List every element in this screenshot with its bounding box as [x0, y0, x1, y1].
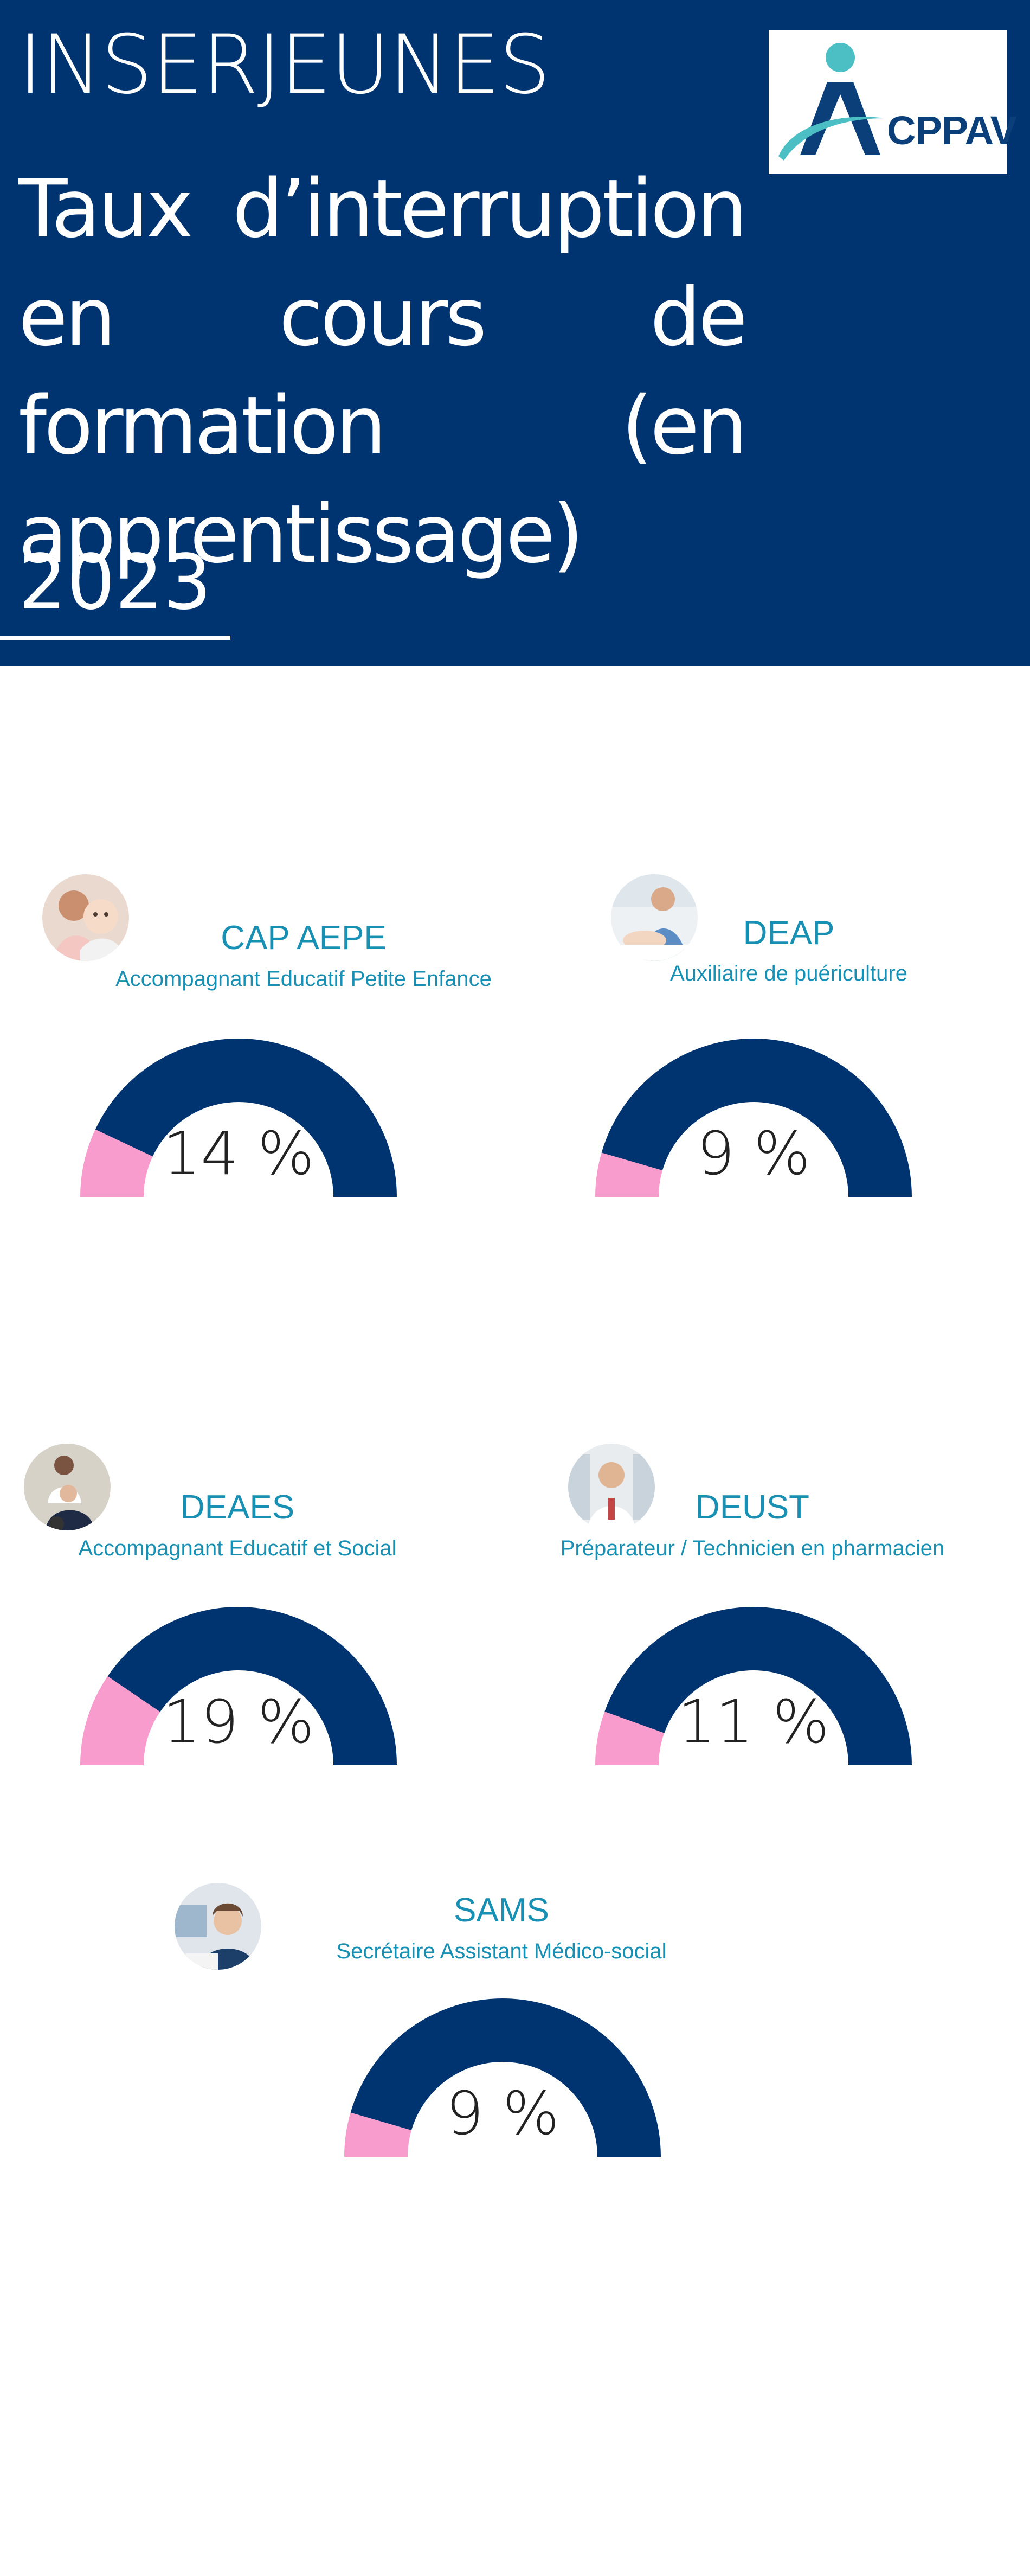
gauge-remainder-arc	[95, 1039, 397, 1197]
childcare-photo	[42, 874, 129, 961]
gauge-title: DEAP	[743, 914, 835, 952]
header-banner: INSERJEUNES Taux d’interruption en cours…	[0, 0, 1030, 666]
medical-secretary-photo	[175, 1883, 261, 1970]
logo-text: CPPAV	[887, 108, 1017, 153]
gauge-chart: 14 %	[79, 1037, 398, 1200]
gauge-card-deaes: DEAES Accompagnant Educatif et Social 19…	[24, 1437, 427, 1817]
gauge-chart: 19 %	[79, 1605, 398, 1768]
pediatric-nurse-photo	[611, 874, 698, 961]
gauge-subtitle: Auxiliaire de puériculture	[670, 962, 907, 985]
cppav-logo-mark	[778, 43, 885, 161]
gauge-subtitle: Accompagnant Educatif Petite Enfance	[115, 967, 492, 991]
brand-title: INSERJEUNES	[18, 18, 551, 112]
gauge-card-deust: DEUST Préparateur / Technicien en pharma…	[561, 1437, 944, 1817]
gauge-value-label: 19 %	[163, 1687, 314, 1757]
gauge-subtitle: Secrétaire Assistant Médico-social	[336, 1939, 667, 1963]
gauge-title: DEUST	[695, 1489, 810, 1526]
gauge-card-deap: DEAP Auxiliaire de puériculture 9 %	[595, 868, 978, 1247]
gauge-value-label: 14 %	[163, 1119, 314, 1188]
gauge-value-arc	[595, 1712, 665, 1765]
gauge-value-label: 9 %	[697, 1119, 810, 1188]
gauge-subtitle: Accompagnant Educatif et Social	[78, 1536, 397, 1560]
gauge-remainder-arc	[107, 1607, 397, 1765]
gauge-chart: 11 %	[594, 1605, 913, 1768]
gauge-title: CAP AEPE	[221, 919, 387, 957]
gauge-chart: 9 %	[594, 1037, 913, 1200]
gauge-remainder-arc	[350, 1998, 661, 2157]
gauge-chart: 9 %	[343, 1997, 662, 2160]
gauge-value-arc	[595, 1152, 662, 1197]
gauge-value-label: 9 %	[446, 2079, 559, 2148]
gauge-remainder-arc	[601, 1039, 912, 1197]
gauge-subtitle: Préparateur / Technicien en pharmacien	[560, 1536, 945, 1560]
gauge-value-arc	[80, 1129, 153, 1197]
gauge-title: DEAES	[180, 1489, 295, 1526]
gauge-card-cap-aepe: CAP AEPE Accompagnant Educatif Petite En…	[42, 868, 493, 1247]
gauge-value-arc	[344, 2112, 411, 2157]
year-underline	[0, 636, 230, 640]
gauge-remainder-arc	[604, 1607, 912, 1765]
cppav-logo: CPPAV	[769, 30, 1017, 174]
gauge-value-arc	[80, 1676, 160, 1765]
page-title: Taux d’interruption en cours de formatio…	[18, 162, 748, 581]
year-label: 2023	[18, 539, 212, 627]
social-caregiver-photo	[24, 1444, 111, 1530]
pharmacist-photo	[568, 1444, 655, 1530]
gauge-value-label: 11 %	[678, 1687, 829, 1757]
gauge-title: SAMS	[454, 1892, 549, 1929]
gauge-card-sams: SAMS Secrétaire Assistant Médico-social …	[175, 1838, 691, 2218]
